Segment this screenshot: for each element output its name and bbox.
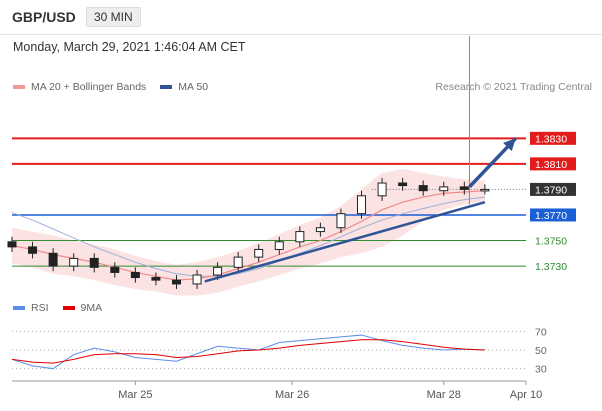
legend-swatch-rsi — [13, 306, 25, 310]
copyright-text: Research © 2021 Trading Central — [435, 81, 592, 93]
candle-body — [254, 248, 264, 258]
candle-body — [110, 266, 120, 273]
forecast-arrow-head — [503, 138, 516, 152]
candle-body — [377, 182, 387, 197]
x-tick-label-3: Apr 10 — [510, 389, 542, 401]
legend-item-rsi: RSI — [13, 302, 49, 314]
candle-body — [89, 257, 99, 268]
candle-body — [315, 227, 325, 233]
rsi-9ma-line — [11, 339, 485, 364]
rsi-level-label-0: 70 — [535, 326, 547, 338]
candle-body — [213, 266, 223, 276]
bollinger-band — [12, 168, 485, 296]
candle-body — [459, 186, 469, 190]
candle-body — [357, 195, 367, 215]
rsi-level-label-2: 30 — [535, 364, 547, 376]
level-label-bg-3 — [530, 208, 576, 222]
legend-item-9ma: 9MA — [62, 302, 103, 314]
legend-swatch-bollinger — [13, 85, 25, 89]
header-bar: GBP/USD 30 MIN — [0, 0, 602, 34]
candle-body — [28, 246, 38, 254]
legend-swatch-9ma — [62, 306, 75, 310]
level-label-bg-2 — [530, 182, 576, 196]
level-label-2: 1.3790 — [535, 184, 567, 196]
candle-body — [398, 182, 408, 187]
legend-label-bollinger: MA 20 + Bollinger Bands — [31, 81, 147, 93]
candle-body — [418, 185, 428, 192]
x-tick-label-2: Mar 28 — [427, 389, 461, 401]
level-label-bg-1 — [530, 157, 576, 171]
candle-body — [336, 213, 346, 229]
chart-datetime: Monday, March 29, 2021 1:46:04 AM CET — [13, 40, 246, 54]
candle-body — [192, 274, 202, 285]
legend-label-ma50: MA 50 — [178, 81, 209, 93]
legend-label-9ma: 9MA — [80, 302, 103, 314]
symbol-label: GBP/USD — [12, 9, 76, 25]
rsi-level-label-1: 50 — [535, 345, 547, 357]
candle-body — [7, 241, 17, 248]
uptrend-line — [204, 200, 486, 283]
legend-label-rsi: RSI — [31, 302, 49, 314]
legend-item-bollinger: MA 20 + Bollinger Bands — [13, 81, 146, 93]
level-label-0: 1.3830 — [535, 133, 567, 145]
x-tick-label-0: Mar 25 — [118, 389, 152, 401]
legend-item-ma50: MA 50 — [160, 81, 208, 93]
level-label-5: 1.3730 — [535, 261, 567, 273]
candle-body — [130, 271, 140, 279]
candle-body — [295, 231, 305, 243]
price-legend: MA 20 + Bollinger Bands MA 50 — [13, 81, 208, 93]
timeframe-badge[interactable]: 30 MIN — [86, 7, 141, 27]
legend-swatch-ma50 — [160, 85, 173, 89]
candle-body — [274, 241, 284, 250]
candle-body — [69, 257, 79, 267]
candle-body — [439, 186, 449, 192]
header-divider — [0, 34, 602, 35]
level-label-4: 1.3750 — [535, 236, 567, 248]
candle-body — [151, 277, 161, 281]
x-tick-label-1: Mar 26 — [275, 389, 309, 401]
level-label-bg-0 — [530, 131, 576, 145]
rsi-legend: RSI 9MA — [13, 302, 102, 314]
level-label-1: 1.3810 — [535, 159, 567, 171]
level-label-3: 1.3770 — [535, 210, 567, 222]
candle-body — [48, 252, 58, 267]
candle-body — [480, 188, 490, 192]
ma50-line — [11, 196, 485, 277]
candle-body — [171, 279, 181, 285]
rsi-line — [11, 334, 485, 370]
candle-body — [233, 256, 243, 268]
